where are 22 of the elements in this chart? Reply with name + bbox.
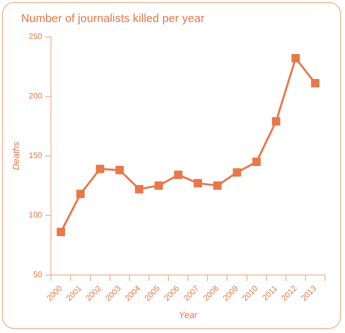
point <box>291 54 300 62</box>
x-axis-title: Year <box>178 310 198 320</box>
point <box>311 79 320 88</box>
point <box>213 181 222 190</box>
point <box>56 228 66 236</box>
point <box>134 184 144 194</box>
point <box>232 168 242 177</box>
point <box>154 181 163 190</box>
y-axis-title: Deaths <box>10 141 21 170</box>
y-tick-label: 150 <box>28 151 43 160</box>
point <box>252 158 261 166</box>
chart-title: Number of journalists killed per year <box>21 13 204 25</box>
y-tick-label: 50 <box>33 270 43 280</box>
point <box>76 190 85 198</box>
point <box>96 164 104 174</box>
y-tick-label: 100 <box>28 210 43 220</box>
point <box>194 179 202 188</box>
point <box>174 170 182 180</box>
point <box>115 166 124 174</box>
y-tick-label: 200 <box>28 92 43 101</box>
y-tick-label: 250 <box>28 32 43 42</box>
point <box>272 117 280 126</box>
